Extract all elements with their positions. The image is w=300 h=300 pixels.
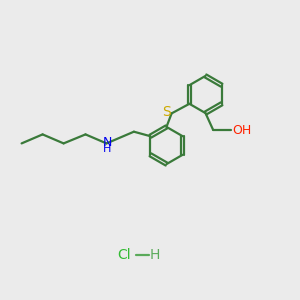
Text: H: H bbox=[149, 248, 160, 262]
Text: Cl: Cl bbox=[117, 248, 130, 262]
Text: N: N bbox=[102, 136, 112, 149]
Text: H: H bbox=[103, 144, 111, 154]
Text: S: S bbox=[162, 105, 171, 119]
Text: OH: OH bbox=[232, 124, 252, 137]
